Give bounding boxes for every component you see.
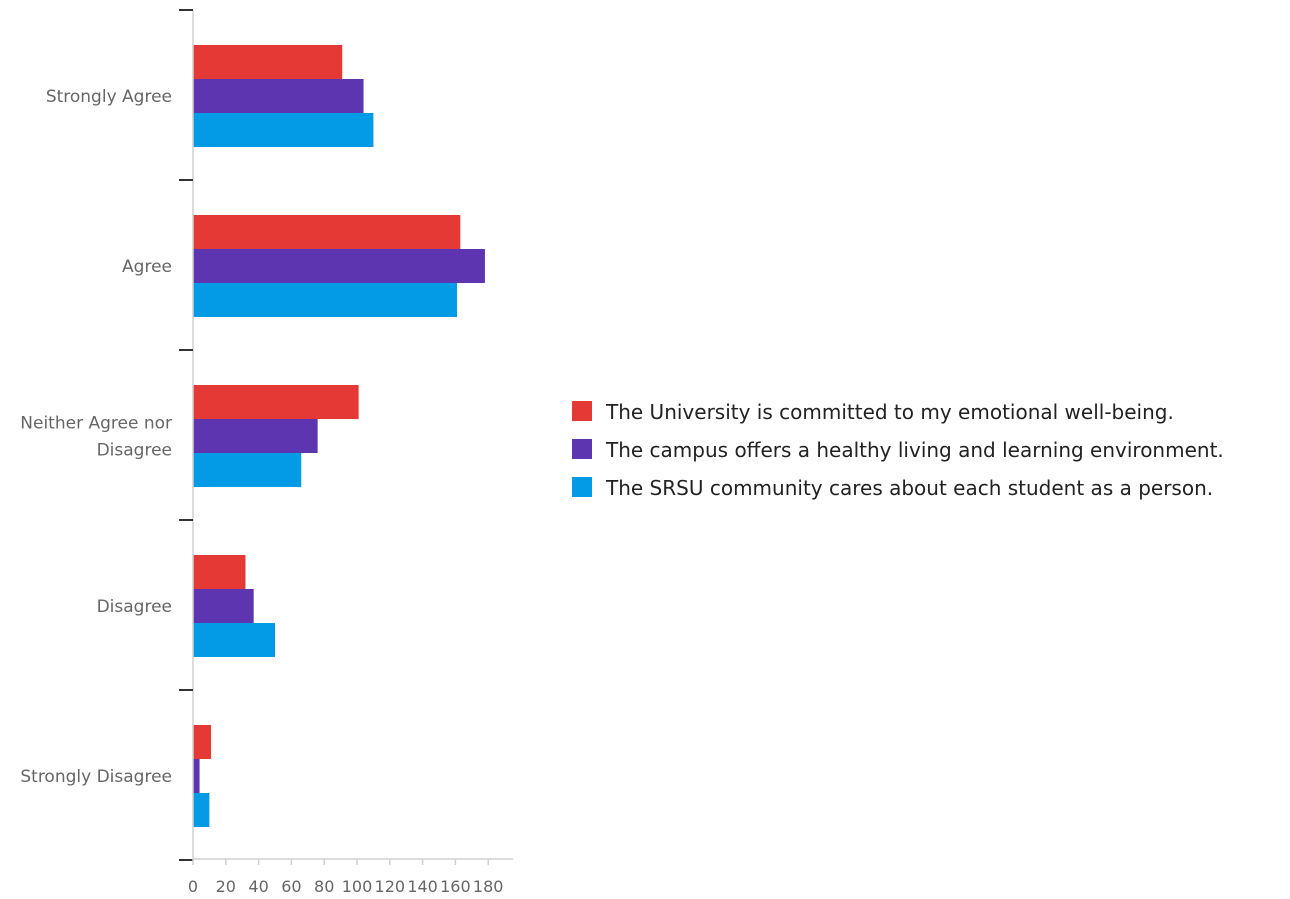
bars (193, 45, 485, 827)
category-label-strongly-disagree: Strongly Disagree (20, 767, 172, 787)
x-tick-label-60: 60 (281, 877, 301, 896)
legend-swatch-series-3 (572, 477, 592, 497)
bar-neither-agree-nor-disagree-series-1 (193, 385, 359, 419)
category-label-agree: Agree (122, 257, 172, 277)
axes (192, 10, 513, 860)
bar-disagree-series-3 (193, 623, 275, 657)
bar-disagree-series-2 (193, 589, 254, 623)
bar-neither-agree-nor-disagree-series-2 (193, 419, 318, 453)
x-tick-label-160: 160 (440, 877, 471, 896)
x-tick-label-20: 20 (216, 877, 236, 896)
x-axis-ticks: 0 20 40 60 80 100 120 140 160 180 (188, 859, 504, 896)
legend-swatch-series-1 (572, 401, 592, 421)
legend-label-series-3: The SRSU community cares about each stud… (605, 476, 1213, 500)
bar-neither-agree-nor-disagree-series-3 (193, 453, 302, 487)
legend-label-series-1: The University is committed to my emotio… (605, 400, 1174, 424)
bar-disagree-series-1 (193, 555, 246, 589)
bar-strongly-agree-series-1 (193, 45, 343, 79)
category-label-neither-agree-nor-disagree: Disagree (97, 441, 172, 461)
bar-agree-series-1 (193, 215, 461, 249)
bar-strongly-disagree-series-3 (193, 793, 210, 827)
x-tick-label-140: 140 (407, 877, 438, 896)
bar-agree-series-3 (193, 283, 458, 317)
category-labels: Strongly Agree Agree Neither Agree nor Disa… (20, 87, 172, 787)
x-tick-label-40: 40 (248, 877, 268, 896)
x-tick-label-180: 180 (473, 877, 504, 896)
x-tick-label-100: 100 (342, 877, 373, 896)
category-label-neither-agree-nor-disagree: Neither Agree nor (20, 414, 172, 434)
bar-strongly-agree-series-2 (193, 79, 364, 113)
bar-agree-series-2 (193, 249, 485, 283)
x-tick-label-80: 80 (314, 877, 334, 896)
legend: The University is committed to my emotio… (572, 400, 1224, 500)
x-tick-label-120: 120 (375, 877, 406, 896)
bar-strongly-disagree-series-2 (193, 759, 200, 793)
bar-strongly-disagree-series-1 (193, 725, 212, 759)
legend-label-series-2: The campus offers a healthy living and l… (605, 438, 1224, 462)
legend-swatch-series-2 (572, 439, 592, 459)
category-label-strongly-agree: Strongly Agree (46, 87, 172, 107)
category-label-disagree: Disagree (97, 597, 172, 617)
bar-strongly-agree-series-3 (193, 113, 374, 147)
x-tick-label-0: 0 (188, 877, 198, 896)
y-axis-ticks (179, 9, 193, 861)
